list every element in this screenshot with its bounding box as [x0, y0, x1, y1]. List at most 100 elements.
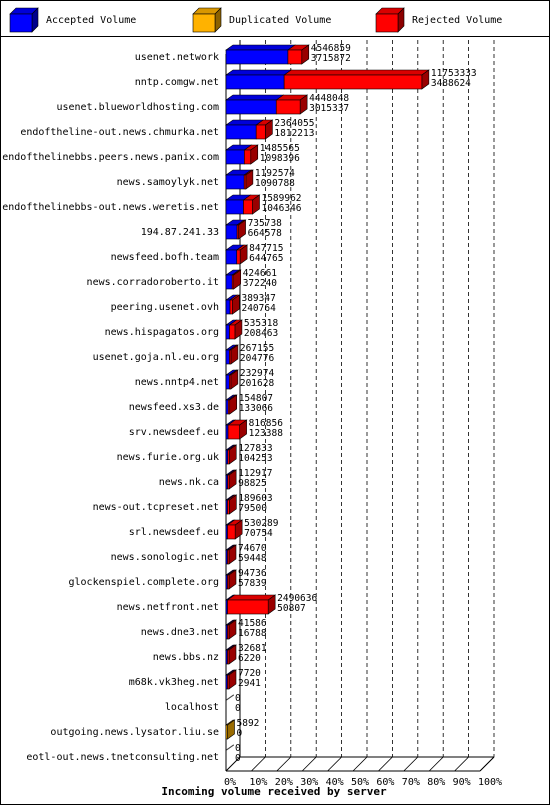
value-label-total: 1589962	[261, 193, 301, 204]
value-label-total: 41586	[238, 618, 267, 629]
bar-rejected-top	[226, 594, 277, 601]
bar-rejected	[255, 124, 266, 140]
bar-rejected	[236, 249, 241, 265]
bar-row	[225, 669, 237, 690]
category-label: nntp.comgw.net	[135, 77, 219, 88]
bar-row	[225, 344, 239, 365]
bar-accepted	[225, 274, 233, 290]
bar-row	[225, 69, 430, 90]
category-label: endofthelinebbs.peers.news.panix.com	[2, 152, 219, 163]
bar-row	[225, 244, 249, 265]
x-tick-label: 80%	[427, 777, 445, 788]
category-label: eotl-out.news.tnetconsulting.net	[26, 752, 219, 763]
category-label: usenet.network	[135, 52, 219, 63]
x-tick-label: 0%	[224, 777, 236, 788]
value-label-accepted: 1046346	[261, 203, 301, 214]
bar-duplicated	[225, 724, 228, 740]
x-tick-label: 10%	[249, 777, 267, 788]
x-tick-label: 50%	[351, 777, 369, 788]
grid-floor-line	[479, 756, 495, 772]
bar-row	[225, 369, 239, 390]
bar-accepted-top	[225, 69, 293, 76]
legend-label: Rejected Volume	[412, 15, 502, 26]
x-tick-label: 20%	[275, 777, 293, 788]
bar-accepted	[225, 424, 229, 440]
value-label-accepted: 208463	[244, 328, 278, 339]
category-label: newsfeed.xs3.de	[129, 402, 219, 413]
value-label-total: 530289	[244, 518, 279, 529]
bar-rejected	[229, 374, 232, 390]
legend-swatch	[9, 13, 33, 33]
value-label-total: 189603	[238, 493, 272, 504]
bar-row	[225, 744, 235, 751]
bar-row	[225, 269, 242, 290]
category-labels: usenet.network nntp.comgw.net usenet.bluew…	[2, 52, 219, 763]
x-axis-ticks: 0% 10% 20% 30% 40% 50% 60% 70% 80% 90% 100%	[224, 777, 502, 788]
bar-row	[225, 494, 238, 515]
value-label-accepted: 70754	[244, 528, 273, 539]
bar-rejected	[229, 324, 236, 340]
value-label-total: 127833	[238, 443, 272, 454]
bar-accepted	[225, 349, 230, 365]
bar-row	[225, 444, 238, 465]
bar-rejected	[283, 74, 423, 90]
bar-row	[225, 694, 235, 701]
bar-row	[225, 619, 237, 640]
value-label-accepted: 3015337	[309, 103, 349, 114]
bar-accepted	[225, 374, 230, 390]
value-label-accepted: 0	[235, 703, 241, 714]
value-label-accepted: 644765	[249, 253, 283, 264]
grid-floor-line	[403, 756, 419, 772]
bar-accepted-top	[225, 44, 296, 51]
value-label-accepted: 201628	[240, 378, 275, 389]
bar-accepted	[225, 224, 238, 240]
value-label-total: 389347	[241, 293, 275, 304]
legend-label: Duplicated Volume	[229, 15, 331, 26]
bar-rejected	[227, 549, 230, 565]
category-label: srl.newsdeef.eu	[129, 527, 219, 538]
bar-accepted	[225, 399, 229, 415]
bar-rejected	[243, 174, 247, 190]
value-label-total: 535318	[244, 318, 279, 329]
bar-row	[225, 544, 237, 565]
bar-accepted	[225, 74, 285, 90]
category-label: news.hispagatos.org	[105, 327, 219, 338]
bar-row	[225, 294, 241, 315]
value-label-total: 4448048	[309, 93, 349, 104]
bar-rejected	[227, 499, 230, 515]
grid-floor-line	[378, 756, 393, 772]
bar-rejected	[227, 624, 230, 640]
bar-row	[225, 394, 238, 415]
category-label: endoftheline-out.news.chmurka.net	[20, 127, 219, 138]
x-tick-label: 40%	[326, 777, 344, 788]
bar-rejected	[287, 49, 303, 65]
value-label-total: 816856	[249, 418, 284, 429]
grid-floor-line	[301, 756, 317, 772]
bar-rejected	[244, 149, 252, 165]
category-label: news.nntp4.net	[135, 377, 219, 388]
value-label-accepted: 6220	[238, 653, 261, 664]
category-label: localhost	[165, 702, 219, 713]
bar-rejected	[275, 99, 301, 115]
category-label: news.corradoroberto.it	[87, 277, 219, 288]
legend-swatch	[192, 13, 216, 33]
bar-row	[225, 94, 309, 115]
bar-row	[225, 469, 238, 490]
category-label: news.furie.org.uk	[117, 452, 219, 463]
bar-row	[225, 169, 254, 190]
value-label-accepted: 1098396	[260, 153, 300, 164]
bar-rejected	[227, 474, 230, 490]
bar-row	[225, 319, 243, 340]
value-label-accepted: 664578	[248, 228, 283, 239]
bar-accepted	[225, 299, 231, 315]
bar-empty	[225, 744, 235, 751]
category-label: endofthelinebbs-out.news.weretis.net	[2, 202, 219, 213]
bar-rejected	[227, 674, 230, 690]
value-label-accepted: 0	[235, 753, 241, 764]
value-label-accepted: 133066	[239, 403, 274, 414]
bar-rejected	[227, 524, 236, 540]
bar-rejected	[229, 299, 233, 315]
bar-accepted	[225, 174, 245, 190]
bar-accepted	[225, 149, 245, 165]
